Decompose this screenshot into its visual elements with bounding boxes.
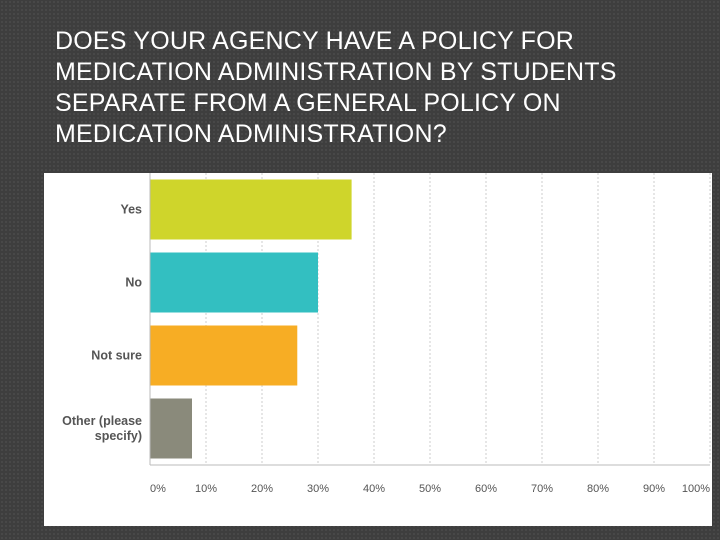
x-tick-label-70pct: 70% [531,483,553,495]
slide-title: DOES YOUR AGENCY HAVE A POLICY FOR MEDIC… [55,27,617,148]
x-tick-label-20pct: 20% [251,483,273,495]
category-label-not-sure: Not sure [91,349,142,363]
category-label-other-please-specify-line-2: specify) [95,429,142,443]
chart-panel: Yes No Not sure Other (please specify) 0% 10% 2… [44,173,712,526]
category-label-other-please-specify-line-1: Other (please [62,414,142,428]
x-tick-label-40pct: 40% [363,483,385,495]
x-tick-label-90pct: 90% [643,483,665,495]
x-tick-label-10pct: 10% [195,483,217,495]
x-tick-label-80pct: 80% [587,483,609,495]
category-label-no: No [125,276,142,290]
bar-other-please-specify[interactable] [150,398,192,459]
x-tick-label-30pct: 30% [307,483,329,495]
x-tick-label-60pct: 60% [475,483,497,495]
x-tick-label-0pct: 0% [150,483,166,495]
bar-yes[interactable] [150,179,352,240]
category-label-yes: Yes [120,203,142,217]
x-tick-label-50pct: 50% [419,483,441,495]
x-tick-label-100pct: 100% [682,483,710,495]
bar-not-sure[interactable] [150,325,298,386]
bar-no[interactable] [150,252,318,313]
